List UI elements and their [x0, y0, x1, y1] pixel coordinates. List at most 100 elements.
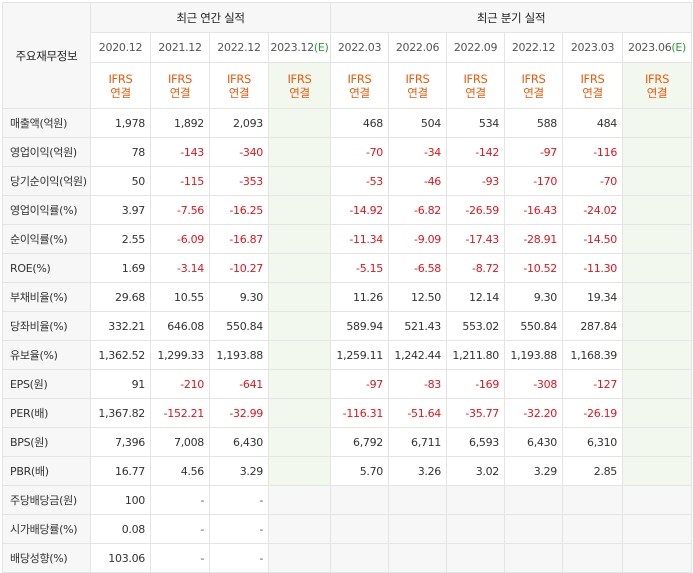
row-label: 유보율(%) [2, 340, 91, 370]
value-cell [267, 253, 332, 283]
value-cell: -152.21 [150, 398, 210, 428]
value-cell: 9.30 [504, 282, 564, 312]
ifrs-consolidated-label: IFRS 연결 [562, 62, 624, 109]
standard-name: IFRS [226, 71, 252, 86]
standard-name: IFRS [167, 71, 193, 86]
value-cell: 287.84 [562, 311, 624, 341]
value-cell: 19.34 [562, 282, 624, 312]
value-cell [267, 427, 332, 457]
row-label: 주당배당금(원) [2, 485, 91, 515]
value-cell: -210 [150, 369, 210, 399]
corner-label: 주요재무정보 [2, 2, 91, 109]
value-cell: 1,367.82 [90, 398, 151, 428]
standard-name: IFRS [287, 71, 312, 86]
ifrs-consolidated-label: IFRS 연결 [209, 62, 269, 109]
value-cell [446, 543, 506, 573]
value-cell: -70 [562, 166, 624, 196]
value-cell: -8.72 [446, 253, 506, 283]
standard-name: IFRS [347, 71, 372, 86]
value-cell: -353 [209, 166, 269, 196]
period-header: 2022.06 [388, 32, 448, 63]
standard-scope: 연결 [349, 85, 370, 100]
table-row: BPS(원) 7,396 7,008 6,430 6,792 6,711 6,593 6,43… [2, 427, 693, 457]
value-cell [388, 543, 448, 573]
value-cell: -93 [446, 166, 506, 196]
value-cell: 484 [562, 108, 624, 138]
value-cell [388, 514, 448, 544]
estimate-marker: (E) [313, 41, 329, 54]
value-cell: 332.21 [90, 311, 151, 341]
value-cell: 7,008 [150, 427, 210, 457]
value-cell: -116.31 [330, 398, 390, 428]
value-cell: 0.08 [90, 514, 151, 544]
value-cell: 550.84 [209, 311, 269, 341]
value-cell: -11.30 [562, 253, 624, 283]
row-label: 순이익률(%) [2, 224, 91, 254]
row-label: 시가배당률(%) [2, 514, 91, 544]
value-cell: -28.91 [504, 224, 564, 254]
ifrs-consolidated-label: IFRS 연결 [330, 62, 390, 109]
value-cell: 5.70 [330, 456, 390, 486]
row-label: 영업이익(억원) [2, 137, 91, 167]
value-cell [446, 514, 506, 544]
value-cell [622, 398, 693, 428]
accounting-standard-row: IFRS 연결 IFRS 연결 IFRS 연결 IFRS 연결 IFRS 연결 IFRS 연결 IFRS… [3, 62, 693, 109]
value-cell: -340 [209, 137, 269, 167]
value-cell [267, 398, 332, 428]
value-cell: 588 [504, 108, 564, 138]
value-cell [622, 166, 693, 196]
table-row: 당기순이익(억원) 50 -115 -353 -53 -46 -93 -170 -70 [2, 166, 693, 196]
value-cell: -70 [330, 137, 390, 167]
value-cell [446, 485, 506, 515]
ifrs-consolidated-label: IFRS 연결 [267, 62, 332, 109]
value-cell: 3.29 [504, 456, 564, 486]
table-row: 순이익률(%) 2.55 -6.09 -16.87 -11.34 -9.09 -17.43-… [2, 224, 693, 254]
table-row: 영업이익률(%) 3.97 -7.56 -16.25 -14.92 -6.82 -26.59… [2, 195, 693, 225]
value-cell [267, 369, 332, 399]
value-cell: -170 [504, 166, 564, 196]
table-row: ROE(%) 1.69 -3.14 -10.27 -5.15 -6.58 -8.72 -10.… [2, 253, 693, 283]
value-cell [622, 543, 693, 573]
value-cell: - [209, 485, 269, 515]
value-cell: -14.92 [330, 195, 390, 225]
table-row: EPS(원) 91 -210 -641 -97 -83 -169 -308 -127 [2, 369, 693, 399]
period-label: 2023.12 [270, 41, 314, 54]
value-cell [622, 108, 693, 138]
period-header: 2022.12 [504, 32, 564, 63]
value-cell [622, 137, 693, 167]
value-cell: 16.77 [90, 456, 151, 486]
value-cell: 553.02 [446, 311, 506, 341]
row-label: 배당성향(%) [2, 543, 91, 573]
value-cell: 2.85 [562, 456, 624, 486]
value-cell: -10.27 [209, 253, 269, 283]
value-cell: 1,299.33 [150, 340, 210, 370]
value-cell [622, 456, 693, 486]
value-cell [622, 369, 693, 399]
standard-scope: 연결 [110, 85, 131, 100]
table-row: 유보율(%) 1,362.52 1,299.33 1,193.88 1,259.11 1,… [2, 340, 693, 370]
period-header-row: 2020.12 2021.12 2022.12 2023.12(E) 2022.… [3, 32, 693, 63]
value-cell: -6.58 [388, 253, 448, 283]
row-label: EPS(원) [2, 369, 91, 399]
standard-name: IFRS [521, 71, 546, 86]
value-cell [622, 253, 693, 283]
standard-name: IFRS [580, 71, 605, 86]
value-cell [267, 195, 332, 225]
standard-scope: 연결 [228, 85, 250, 100]
value-cell: -116 [562, 137, 624, 167]
value-cell [330, 485, 390, 515]
value-cell: -641 [209, 369, 269, 399]
row-label: 매출액(억원) [2, 108, 91, 138]
standard-name: IFRS [463, 71, 488, 86]
value-cell: 10.55 [150, 282, 210, 312]
ifrs-consolidated-label: IFRS 연결 [622, 62, 693, 109]
value-cell: -83 [388, 369, 448, 399]
period-header: 2020.12 [90, 32, 151, 63]
value-cell [267, 543, 332, 573]
row-label: ROE(%) [2, 253, 91, 283]
value-cell: -17.43 [446, 224, 506, 254]
value-cell: -5.15 [330, 253, 390, 283]
period-header: 2022.12 [209, 32, 269, 63]
value-cell: -26.19 [562, 398, 624, 428]
row-label: 당기순이익(억원) [2, 166, 91, 196]
